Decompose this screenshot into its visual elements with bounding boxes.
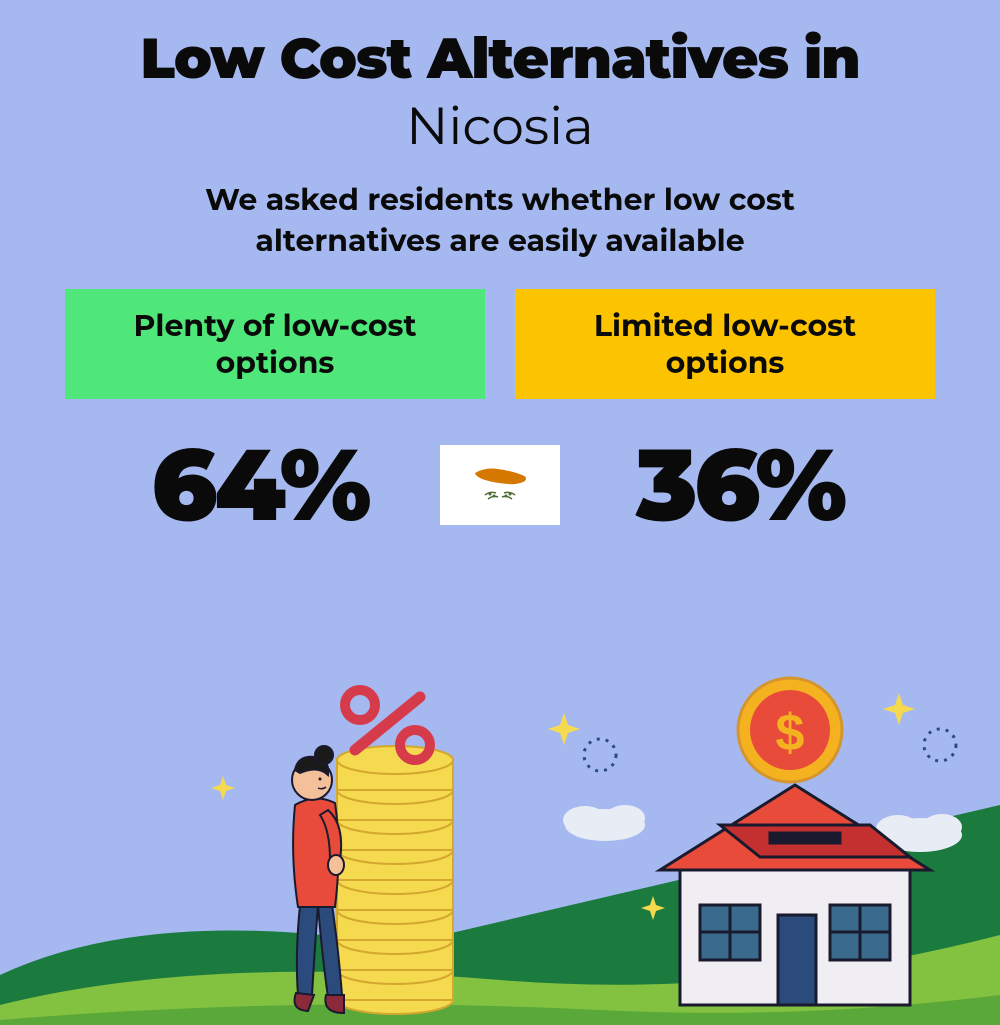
percent-row: 64% 36% [0, 424, 1000, 546]
card-limited: Limited low-cost options [515, 289, 935, 399]
infographic-container: Low Cost Alternatives in Nicosia We aske… [0, 25, 1000, 1025]
cloud-icon [563, 805, 645, 841]
card-plenty-line1: Plenty of low-cost [133, 307, 416, 344]
subtitle: We asked residents whether low cost alte… [0, 180, 1000, 261]
card-plenty: Plenty of low-cost options [65, 289, 485, 399]
dollar-coin-icon: $ [738, 678, 842, 782]
percent-left: 64% [110, 424, 410, 546]
title-line1: Low Cost Alternatives in [0, 25, 1000, 93]
subtitle-line2: alternatives are easily available [255, 222, 744, 259]
coin-stack-icon [337, 746, 453, 1014]
card-limited-line2: options [666, 344, 785, 381]
percent-right: 36% [590, 424, 890, 546]
decorative-illustration: $ [0, 625, 1000, 1025]
card-plenty-line2: options [216, 344, 335, 381]
title-line2: Nicosia [0, 95, 1000, 158]
svg-text:$: $ [776, 704, 805, 762]
subtitle-line1: We asked residents whether low cost [205, 181, 795, 218]
cyprus-flag-icon [440, 445, 560, 525]
cards-row: Plenty of low-cost options Limited low-c… [0, 289, 1000, 399]
card-limited-line1: Limited low-cost [594, 307, 856, 344]
